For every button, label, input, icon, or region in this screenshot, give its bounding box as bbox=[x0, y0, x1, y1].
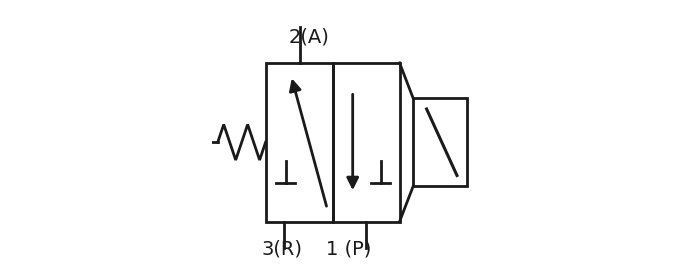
Bar bbox=[266, 63, 332, 222]
Bar bbox=[332, 63, 399, 222]
Text: 1 (P): 1 (P) bbox=[326, 239, 372, 258]
Text: 2(A): 2(A) bbox=[289, 28, 329, 47]
Bar bbox=[413, 98, 466, 186]
Text: 3(R): 3(R) bbox=[262, 239, 302, 258]
